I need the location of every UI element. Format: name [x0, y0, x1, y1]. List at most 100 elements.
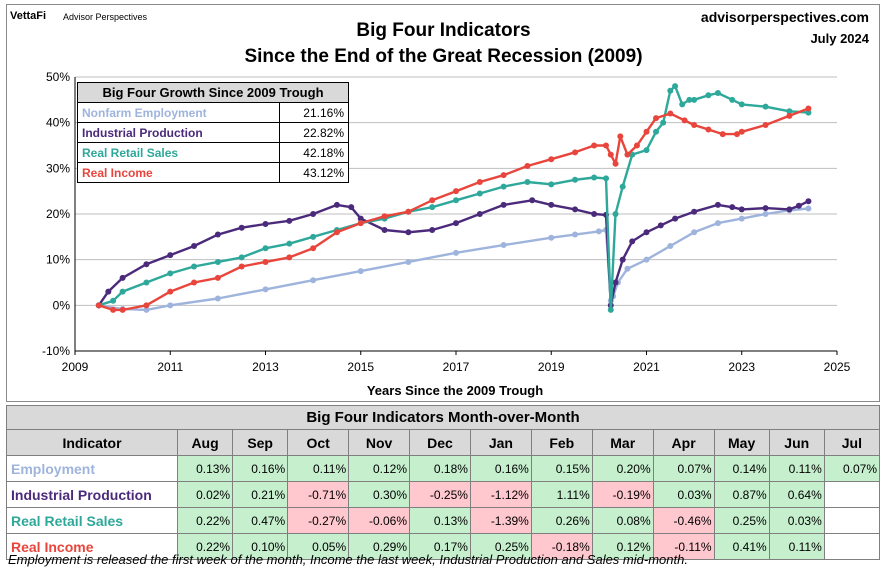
series-lines	[95, 83, 812, 313]
data-point-income	[262, 258, 269, 265]
data-point-income	[524, 163, 531, 170]
data-point-industrial	[762, 205, 769, 212]
mom-row: Real Retail Sales 0.22% 0.47% -0.27% -0.06% 0…	[6, 507, 881, 534]
mom-row-label: Real Retail Sales	[6, 507, 178, 534]
data-point-retail	[672, 83, 679, 90]
data-point-income	[476, 179, 483, 186]
data-point-retail	[214, 258, 221, 265]
mom-cell: 0.25%	[469, 533, 532, 560]
data-point-industrial	[167, 252, 174, 259]
x-tick-label: 2021	[633, 360, 660, 374]
data-point-industrial	[548, 201, 555, 208]
data-point-income	[617, 133, 624, 140]
data-point-industrial	[591, 211, 598, 217]
data-point-industrial	[357, 215, 364, 222]
x-axis-label: Years Since the 2009 Trough	[367, 383, 543, 398]
indicator-header: Indicator	[6, 429, 178, 456]
mom-cell: 0.03%	[652, 481, 715, 508]
data-point-retail	[686, 96, 693, 103]
data-point-industrial	[105, 288, 112, 295]
data-point-income	[286, 254, 293, 261]
data-point-income	[333, 229, 340, 236]
mom-cell: 0.41%	[713, 533, 770, 560]
y-tick-label: 30%	[46, 161, 70, 175]
mom-header-row: Indicator Aug Sep Oct Nov Dec Jan Feb Mar Apr May…	[6, 429, 881, 456]
chart-title-line2: Since the End of the Great Recession (20…	[244, 46, 643, 67]
month-header: Jan	[469, 429, 532, 456]
mom-cell: 0.11%	[768, 533, 825, 560]
data-point-employment	[262, 286, 269, 293]
data-point-employment	[143, 306, 150, 313]
mom-row-label: Real Income	[6, 533, 178, 560]
data-point-income	[214, 274, 221, 281]
y-tick-label: 20%	[46, 207, 70, 221]
data-point-retail	[286, 240, 293, 247]
axes	[74, 77, 838, 355]
data-point-industrial	[405, 229, 412, 236]
data-point-employment	[310, 277, 317, 284]
mom-cell: -0.71%	[287, 481, 350, 508]
tick-labels: -10% 0% 10% 20% 30% 40% 50% 2009 2011 2013 2015 201…	[42, 70, 851, 374]
data-point-retail	[762, 103, 769, 110]
mom-cell	[823, 481, 881, 508]
y-tick-label: -10%	[42, 344, 70, 358]
mom-cell: 0.22%	[176, 507, 234, 534]
data-point-industrial	[529, 197, 536, 204]
data-point-income	[612, 160, 619, 167]
growth-row-label: Real Retail Sales	[77, 142, 280, 163]
data-point-income	[591, 142, 598, 149]
growth-since-trough-table: Big Four Growth Since 2009 Trough Nonfar…	[77, 82, 349, 183]
data-point-retail	[524, 179, 531, 186]
mom-cell: 0.10%	[232, 533, 289, 560]
mom-cell: -0.19%	[591, 481, 654, 508]
mom-cell: 0.25%	[713, 507, 770, 534]
x-tick-label: 2019	[538, 360, 565, 374]
mom-cell: 0.07%	[823, 455, 881, 482]
month-header: Mar	[591, 429, 654, 456]
month-header: Apr	[652, 429, 715, 456]
data-point-retail	[714, 89, 721, 96]
mom-cell: 0.05%	[287, 533, 350, 560]
mom-cell: 0.02%	[176, 481, 234, 508]
data-point-industrial	[262, 221, 269, 228]
mom-cell: 0.26%	[530, 507, 593, 534]
mom-row: Industrial Production 0.02% 0.21% -0.71% 0.3…	[6, 481, 881, 508]
mom-cell: 0.16%	[469, 455, 532, 482]
data-point-income	[548, 156, 555, 163]
data-point-industrial	[333, 201, 340, 208]
data-point-industrial	[381, 226, 388, 233]
mom-cell	[823, 507, 881, 534]
data-point-employment	[167, 302, 174, 309]
mom-cell: -0.11%	[652, 533, 715, 560]
data-point-employment	[453, 249, 459, 256]
data-point-employment	[738, 215, 745, 222]
x-tick-label: 2009	[62, 360, 89, 374]
data-point-retail	[643, 147, 650, 154]
data-point-retail	[110, 297, 117, 304]
data-point-industrial	[500, 201, 507, 208]
mom-cell: 0.87%	[713, 481, 770, 508]
data-point-industrial	[143, 261, 150, 268]
chart-title-line1: Big Four Indicators	[356, 20, 531, 41]
growth-row-label: Real Income	[77, 162, 280, 183]
mom-cell: 1.11%	[530, 481, 593, 508]
mom-cell: -0.27%	[287, 507, 350, 534]
data-point-retail	[476, 190, 483, 197]
data-point-employment	[667, 242, 674, 249]
data-point-employment	[214, 295, 221, 302]
data-point-industrial	[572, 206, 579, 213]
data-point-income	[453, 188, 459, 195]
data-point-income	[624, 151, 631, 158]
data-point-income	[191, 279, 198, 286]
x-tick-label: 2015	[347, 360, 374, 374]
data-point-income	[607, 151, 614, 158]
data-point-retail	[238, 254, 245, 261]
mom-cell: 0.15%	[530, 455, 593, 482]
data-point-industrial	[214, 231, 221, 238]
mom-cell: 0.11%	[768, 455, 825, 482]
data-point-industrial	[119, 274, 126, 281]
data-point-retail	[629, 151, 636, 158]
data-point-industrial	[738, 206, 745, 213]
mom-row: Real Income 0.22% 0.10% 0.05% 0.29% 0.17% 0.25…	[6, 533, 881, 560]
data-point-industrial	[476, 211, 483, 217]
